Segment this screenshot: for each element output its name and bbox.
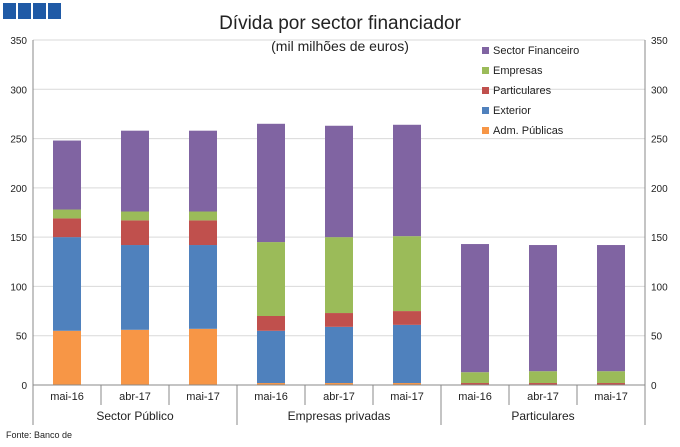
bar-segment-particulares xyxy=(189,220,217,246)
bars xyxy=(53,123,625,385)
bar-segment-sector-financeiro xyxy=(257,123,285,243)
y-tick-label-right: 200 xyxy=(651,184,668,195)
bar-segment-exterior xyxy=(325,326,353,384)
bar-segment-particulares xyxy=(53,218,81,238)
bar-segment-empresas xyxy=(393,236,421,312)
bar-segment-empresas xyxy=(189,211,217,221)
x-category-label: abr-17 xyxy=(527,391,559,403)
logo-square-1 xyxy=(3,3,16,19)
x-category-label: mai-17 xyxy=(594,391,628,403)
legend-swatch xyxy=(482,47,489,54)
bar-segment-adm-p-blicas xyxy=(189,328,217,385)
bar-segment-particulares xyxy=(529,383,557,385)
bar-segment-particulares xyxy=(461,383,489,385)
bar-segment-adm-p-blicas xyxy=(393,383,421,385)
bar-segment-particulares xyxy=(325,313,353,327)
y-tick-label-left: 0 xyxy=(21,381,27,392)
bar-segment-particulares xyxy=(121,220,149,246)
bar-segment-particulares xyxy=(393,311,421,325)
legend-label: Exterior xyxy=(493,105,531,117)
legend-swatch xyxy=(482,107,489,114)
bar-segment-particulares xyxy=(257,316,285,331)
legend-swatch xyxy=(482,87,489,94)
y-axis-left-ticks: 0 50 100 150 200 250 300 350 xyxy=(10,36,27,392)
bar-segment-empresas xyxy=(597,371,625,384)
y-tick-label-right: 100 xyxy=(651,282,668,293)
chart-title: Dívida por sector financiador xyxy=(219,13,462,34)
bar-segment-adm-p-blicas xyxy=(121,329,149,385)
bar-segment-sector-financeiro xyxy=(53,140,81,210)
bar-segment-empresas xyxy=(257,242,285,316)
bar-segment-sector-financeiro xyxy=(461,244,489,373)
logo-square-2 xyxy=(18,3,31,19)
legend-label: Sector Financeiro xyxy=(493,45,579,57)
y-tick-label-left: 100 xyxy=(10,282,27,293)
bar-segment-exterior xyxy=(393,324,421,384)
bar-segment-sector-financeiro xyxy=(529,245,557,372)
bar-segment-exterior xyxy=(189,245,217,329)
y-tick-label-left: 150 xyxy=(10,233,27,244)
legend: Sector Financeiro Empresas Particulares Ext… xyxy=(482,45,579,137)
bar-segment-sector-financeiro xyxy=(121,130,149,212)
source-note: Fonte: Banco de xyxy=(6,430,72,440)
x-group-label: Empresas privadas xyxy=(288,409,391,423)
y-tick-label-right: 50 xyxy=(651,332,663,343)
legend-label: Adm. Públicas xyxy=(493,125,564,137)
bar-segment-adm-p-blicas xyxy=(53,330,81,385)
bar-segment-empresas xyxy=(325,237,353,314)
x-category-label: abr-17 xyxy=(323,391,355,403)
x-category-label: mai-16 xyxy=(50,391,84,403)
x-axis-categories: mai-16 abr-17 mai-17 mai-16 abr-17 mai-17 mai-… xyxy=(32,385,646,405)
bar-segment-empresas xyxy=(529,371,557,384)
y-axis-right-ticks: 0 50 100 150 200 250 300 350 xyxy=(651,36,668,392)
y-tick-label-left: 300 xyxy=(10,85,27,96)
bar-segment-particulares xyxy=(597,383,625,385)
bar-segment-sector-financeiro xyxy=(325,125,353,238)
logo-square-4 xyxy=(48,3,61,19)
y-tick-label-left: 250 xyxy=(10,135,27,146)
legend-label: Empresas xyxy=(493,65,543,77)
y-tick-label-right: 300 xyxy=(651,85,668,96)
y-tick-label-right: 350 xyxy=(651,36,668,47)
legend-swatch xyxy=(482,127,489,134)
y-tick-label-right: 0 xyxy=(651,381,657,392)
bar-segment-sector-financeiro xyxy=(189,130,217,212)
logo-square-3 xyxy=(33,3,46,19)
bar-segment-exterior xyxy=(53,237,81,331)
legend-label: Particulares xyxy=(493,85,552,97)
bar-segment-exterior xyxy=(257,330,285,384)
x-axis-groups: Sector Público Empresas privadas Particula… xyxy=(32,405,646,425)
x-category-label: mai-17 xyxy=(390,391,424,403)
y-tick-label-left: 200 xyxy=(10,184,27,195)
bar-segment-sector-financeiro xyxy=(393,124,421,237)
x-category-label: mai-17 xyxy=(186,391,220,403)
x-category-label: abr-17 xyxy=(119,391,151,403)
y-tick-label-left: 350 xyxy=(10,36,27,47)
bar-segment-empresas xyxy=(121,211,149,221)
bar-segment-exterior xyxy=(121,245,149,330)
bar-segment-empresas xyxy=(53,209,81,219)
legend-swatch xyxy=(482,67,489,74)
x-group-label: Particulares xyxy=(511,409,574,423)
x-category-label: mai-16 xyxy=(254,391,288,403)
bar-segment-adm-p-blicas xyxy=(257,383,285,385)
chart-subtitle: (mil milhões de euros) xyxy=(271,38,409,54)
bar-segment-empresas xyxy=(461,372,489,384)
bar-segment-adm-p-blicas xyxy=(325,383,353,385)
y-tick-label-left: 50 xyxy=(16,332,28,343)
logo xyxy=(3,3,61,19)
x-category-label: mai-16 xyxy=(458,391,492,403)
y-tick-label-right: 150 xyxy=(651,233,668,244)
axes xyxy=(32,40,646,386)
bar-segment-sector-financeiro xyxy=(597,245,625,372)
x-group-label: Sector Público xyxy=(96,409,174,423)
y-tick-label-right: 250 xyxy=(651,135,668,146)
